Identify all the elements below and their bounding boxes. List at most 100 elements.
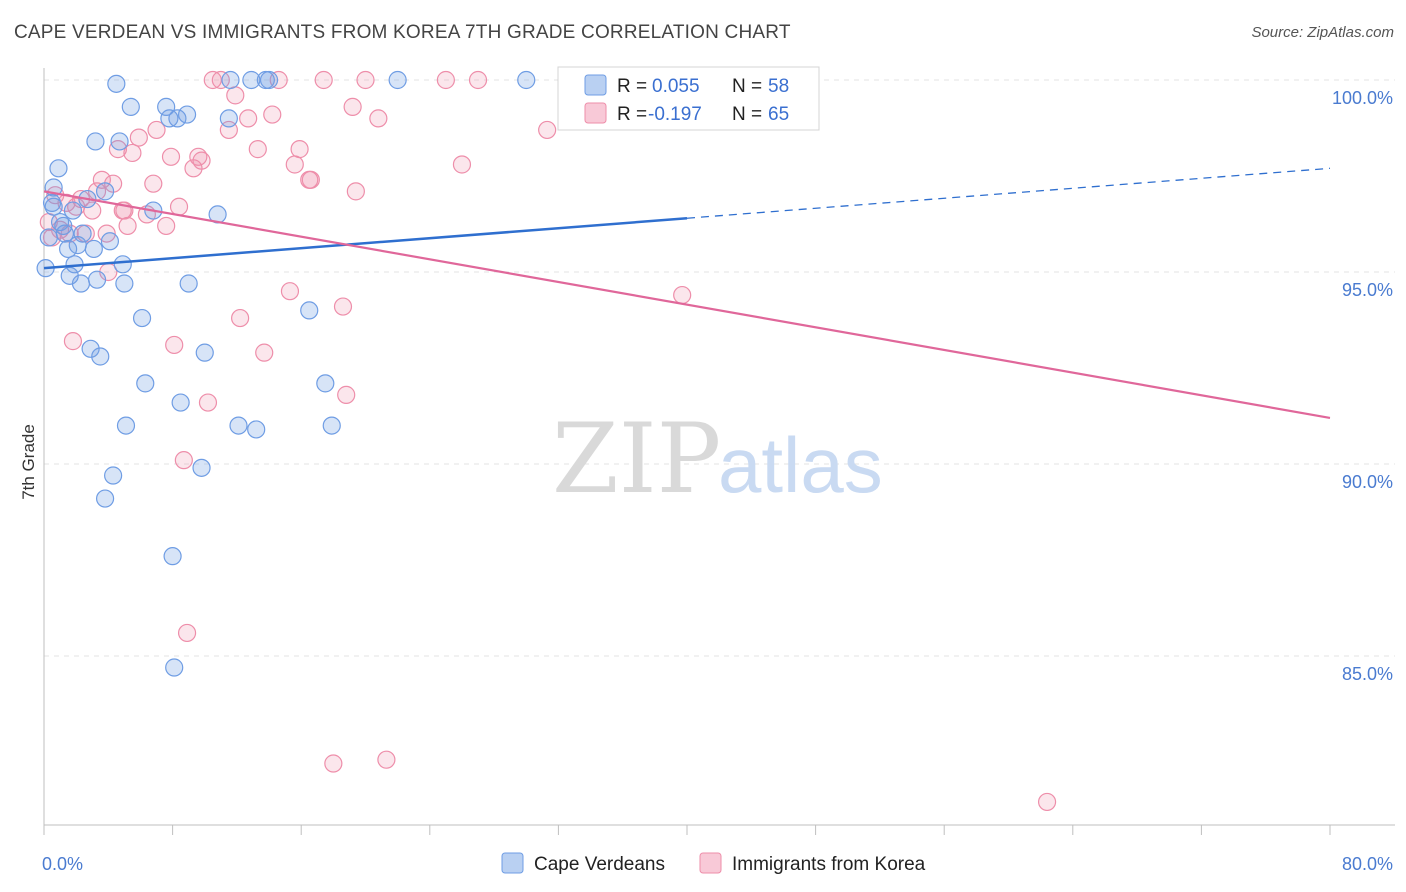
cape-point bbox=[115, 274, 134, 293]
korea-point bbox=[177, 623, 197, 643]
cape-point bbox=[55, 224, 74, 243]
source-label: Source: ZipAtlas.com bbox=[1251, 24, 1394, 41]
cape-point bbox=[107, 74, 126, 93]
y-axis-title: 7th Grade bbox=[19, 424, 38, 500]
cape-point bbox=[300, 301, 319, 320]
cape-point bbox=[95, 489, 115, 508]
korea-point bbox=[231, 308, 250, 328]
y-tick-label: 90.0% bbox=[1342, 472, 1393, 492]
cape-point bbox=[95, 182, 115, 201]
cape-point bbox=[316, 374, 335, 393]
korea-point bbox=[83, 201, 102, 220]
korea-point bbox=[263, 105, 282, 124]
cape-point bbox=[322, 416, 341, 435]
korea-point bbox=[192, 151, 211, 170]
y-tick-labels: 100.0% 95.0% 90.0% 85.0% bbox=[1332, 88, 1393, 684]
korea-point bbox=[369, 109, 388, 128]
cape-r-value: 0.055 bbox=[652, 76, 700, 97]
legend-korea-label: Immigrants from Korea bbox=[732, 854, 926, 875]
legend-korea-icon bbox=[699, 852, 722, 874]
korea-point bbox=[198, 393, 218, 412]
cape-point bbox=[63, 201, 83, 220]
cape-point bbox=[81, 339, 100, 358]
cape-point bbox=[73, 224, 92, 243]
cape-point bbox=[86, 132, 105, 151]
korea-point bbox=[226, 86, 245, 105]
cape-n-value: 58 bbox=[768, 76, 789, 97]
korea-point bbox=[468, 70, 488, 90]
x-tick-label: 80.0% bbox=[1342, 854, 1393, 874]
cape-point bbox=[91, 347, 110, 366]
cape-point bbox=[44, 197, 63, 216]
cape-point bbox=[121, 97, 140, 116]
x-tick-labels: 0.0% 80.0% bbox=[42, 854, 1393, 874]
cape-point bbox=[59, 239, 78, 259]
korea-trend-line bbox=[43, 190, 1331, 420]
stats-legend: R = 0.055 N = 58 R = -0.197 N = 65 bbox=[557, 66, 820, 131]
korea-point bbox=[673, 285, 692, 305]
korea-point bbox=[285, 155, 304, 174]
cape-point bbox=[113, 255, 132, 274]
cape-point bbox=[192, 458, 211, 477]
korea-point bbox=[436, 70, 455, 90]
korea-point bbox=[290, 140, 309, 159]
korea-point bbox=[377, 750, 396, 769]
cape-point bbox=[171, 393, 190, 412]
grid-lines bbox=[44, 79, 1395, 657]
korea-point bbox=[248, 140, 267, 159]
korea-point bbox=[108, 140, 128, 159]
cape-point bbox=[168, 109, 187, 128]
korea-point bbox=[174, 451, 193, 470]
korea-n-value: 65 bbox=[768, 104, 789, 125]
korea-point bbox=[129, 128, 148, 147]
cape-trend-line bbox=[43, 216, 688, 270]
cape-point bbox=[157, 97, 176, 116]
series-legend: Cape Verdeans Immigrants from Korea bbox=[501, 852, 926, 875]
cape-point bbox=[247, 420, 266, 439]
korea-point bbox=[333, 297, 353, 316]
korea-point bbox=[1037, 792, 1057, 812]
cape-point bbox=[195, 343, 214, 362]
cape-point bbox=[219, 109, 238, 128]
korea-point bbox=[118, 216, 137, 236]
cape-point bbox=[87, 270, 107, 289]
korea-point bbox=[538, 120, 557, 140]
cape-n-label: N = bbox=[732, 76, 762, 97]
cape-point bbox=[259, 70, 279, 90]
cape-r-label: R = bbox=[617, 76, 647, 97]
cape-point bbox=[242, 70, 261, 90]
korea-point bbox=[169, 197, 189, 216]
korea-points bbox=[39, 70, 1057, 812]
korea-point bbox=[211, 70, 230, 90]
cape-point bbox=[100, 232, 120, 251]
cape-swatch-icon bbox=[584, 74, 607, 96]
korea-point bbox=[343, 97, 362, 116]
korea-point bbox=[337, 385, 356, 404]
y-tick-label: 100.0% bbox=[1332, 88, 1393, 108]
watermark-atlas: atlas bbox=[718, 421, 883, 509]
korea-point bbox=[239, 109, 258, 128]
korea-point bbox=[144, 174, 163, 193]
korea-r-label: R = bbox=[617, 104, 647, 125]
korea-point bbox=[161, 147, 181, 166]
korea-point bbox=[314, 70, 333, 90]
legend-cape-icon bbox=[501, 852, 524, 874]
korea-point bbox=[356, 70, 375, 90]
korea-point bbox=[452, 155, 472, 174]
x-tick-label: 0.0% bbox=[42, 854, 83, 874]
korea-point bbox=[324, 754, 343, 773]
cape-points bbox=[36, 70, 536, 677]
korea-swatch-icon bbox=[584, 102, 607, 124]
cape-point bbox=[229, 416, 248, 435]
korea-n-label: N = bbox=[732, 104, 762, 125]
korea-point bbox=[346, 182, 365, 201]
korea-point bbox=[63, 332, 83, 351]
trend-lines bbox=[43, 167, 1331, 420]
cape-point bbox=[177, 105, 197, 124]
cape-point bbox=[49, 159, 68, 178]
cape-point bbox=[84, 239, 103, 259]
korea-point bbox=[92, 170, 111, 189]
cape-point bbox=[136, 374, 155, 393]
cape-point bbox=[104, 466, 123, 485]
